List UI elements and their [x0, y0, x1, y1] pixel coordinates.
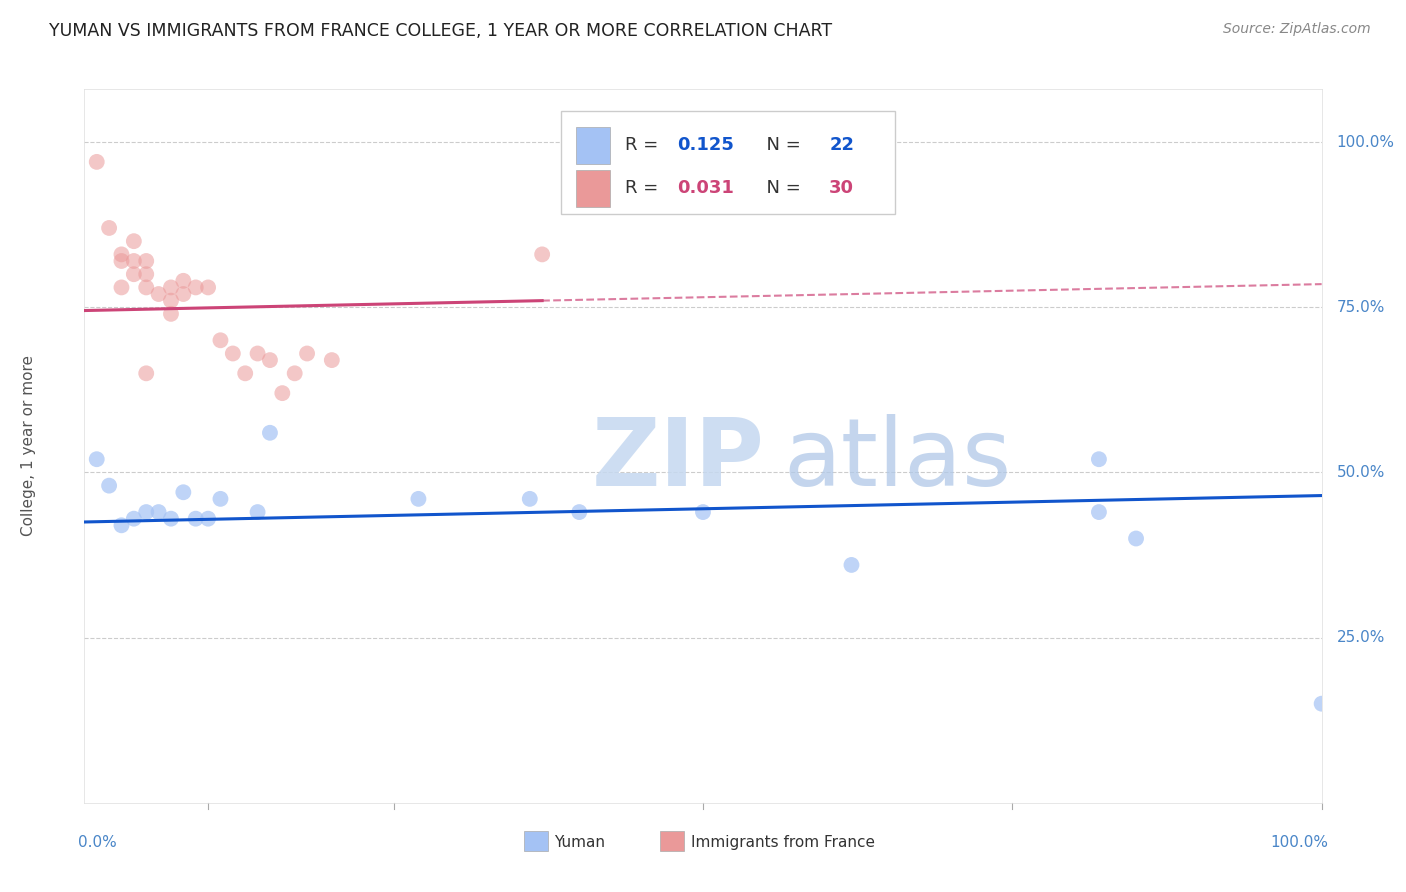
- Point: [197, 280, 219, 294]
- Point: [135, 280, 157, 294]
- Text: Source: ZipAtlas.com: Source: ZipAtlas.com: [1223, 22, 1371, 37]
- Point: [841, 558, 863, 572]
- Point: [172, 287, 194, 301]
- Point: [271, 386, 294, 401]
- Point: [122, 234, 145, 248]
- Point: [122, 267, 145, 281]
- Point: [568, 505, 591, 519]
- Point: [172, 485, 194, 500]
- Point: [110, 280, 132, 294]
- Point: [1310, 697, 1333, 711]
- Point: [519, 491, 541, 506]
- Point: [233, 367, 256, 381]
- Text: 50.0%: 50.0%: [1337, 465, 1385, 480]
- Point: [135, 267, 157, 281]
- Point: [531, 247, 554, 261]
- Point: [122, 511, 145, 525]
- Text: 0.0%: 0.0%: [79, 835, 117, 850]
- Point: [184, 511, 207, 525]
- Point: [135, 254, 157, 268]
- Point: [160, 293, 183, 308]
- Point: [321, 353, 343, 368]
- Text: 30: 30: [830, 178, 855, 196]
- FancyBboxPatch shape: [575, 169, 610, 207]
- Point: [184, 280, 207, 294]
- Point: [246, 505, 269, 519]
- Point: [172, 274, 194, 288]
- Point: [692, 505, 714, 519]
- Point: [259, 425, 281, 440]
- Text: 100.0%: 100.0%: [1337, 135, 1395, 150]
- Text: Immigrants from France: Immigrants from France: [690, 835, 875, 849]
- FancyBboxPatch shape: [523, 830, 548, 851]
- Point: [86, 452, 108, 467]
- Text: College, 1 year or more: College, 1 year or more: [21, 356, 37, 536]
- Point: [1088, 452, 1111, 467]
- Point: [222, 346, 245, 360]
- Text: N =: N =: [755, 178, 807, 196]
- Point: [148, 287, 170, 301]
- Point: [160, 511, 183, 525]
- Text: R =: R =: [626, 136, 664, 153]
- FancyBboxPatch shape: [659, 830, 685, 851]
- Text: ZIP: ZIP: [592, 414, 765, 507]
- Text: 100.0%: 100.0%: [1270, 835, 1327, 850]
- Point: [98, 221, 121, 235]
- Text: 0.031: 0.031: [678, 178, 734, 196]
- Point: [209, 491, 232, 506]
- Point: [110, 254, 132, 268]
- Point: [295, 346, 318, 360]
- Point: [110, 518, 132, 533]
- Text: 22: 22: [830, 136, 855, 153]
- Text: 25.0%: 25.0%: [1337, 630, 1385, 645]
- Point: [1088, 505, 1111, 519]
- Point: [86, 154, 108, 169]
- Point: [110, 247, 132, 261]
- Text: R =: R =: [626, 178, 664, 196]
- Text: Yuman: Yuman: [554, 835, 606, 849]
- Point: [259, 353, 281, 368]
- Point: [160, 307, 183, 321]
- Text: YUMAN VS IMMIGRANTS FROM FRANCE COLLEGE, 1 YEAR OR MORE CORRELATION CHART: YUMAN VS IMMIGRANTS FROM FRANCE COLLEGE,…: [49, 22, 832, 40]
- Point: [135, 505, 157, 519]
- FancyBboxPatch shape: [561, 111, 894, 214]
- Point: [408, 491, 430, 506]
- Point: [160, 280, 183, 294]
- FancyBboxPatch shape: [575, 127, 610, 164]
- Point: [98, 478, 121, 492]
- Text: 75.0%: 75.0%: [1337, 300, 1385, 315]
- Point: [284, 367, 307, 381]
- Point: [246, 346, 269, 360]
- Point: [148, 505, 170, 519]
- Text: 0.125: 0.125: [678, 136, 734, 153]
- Text: atlas: atlas: [783, 414, 1012, 507]
- Point: [197, 511, 219, 525]
- Point: [209, 333, 232, 347]
- Point: [135, 367, 157, 381]
- Point: [1125, 532, 1147, 546]
- Point: [122, 254, 145, 268]
- Text: N =: N =: [755, 136, 807, 153]
